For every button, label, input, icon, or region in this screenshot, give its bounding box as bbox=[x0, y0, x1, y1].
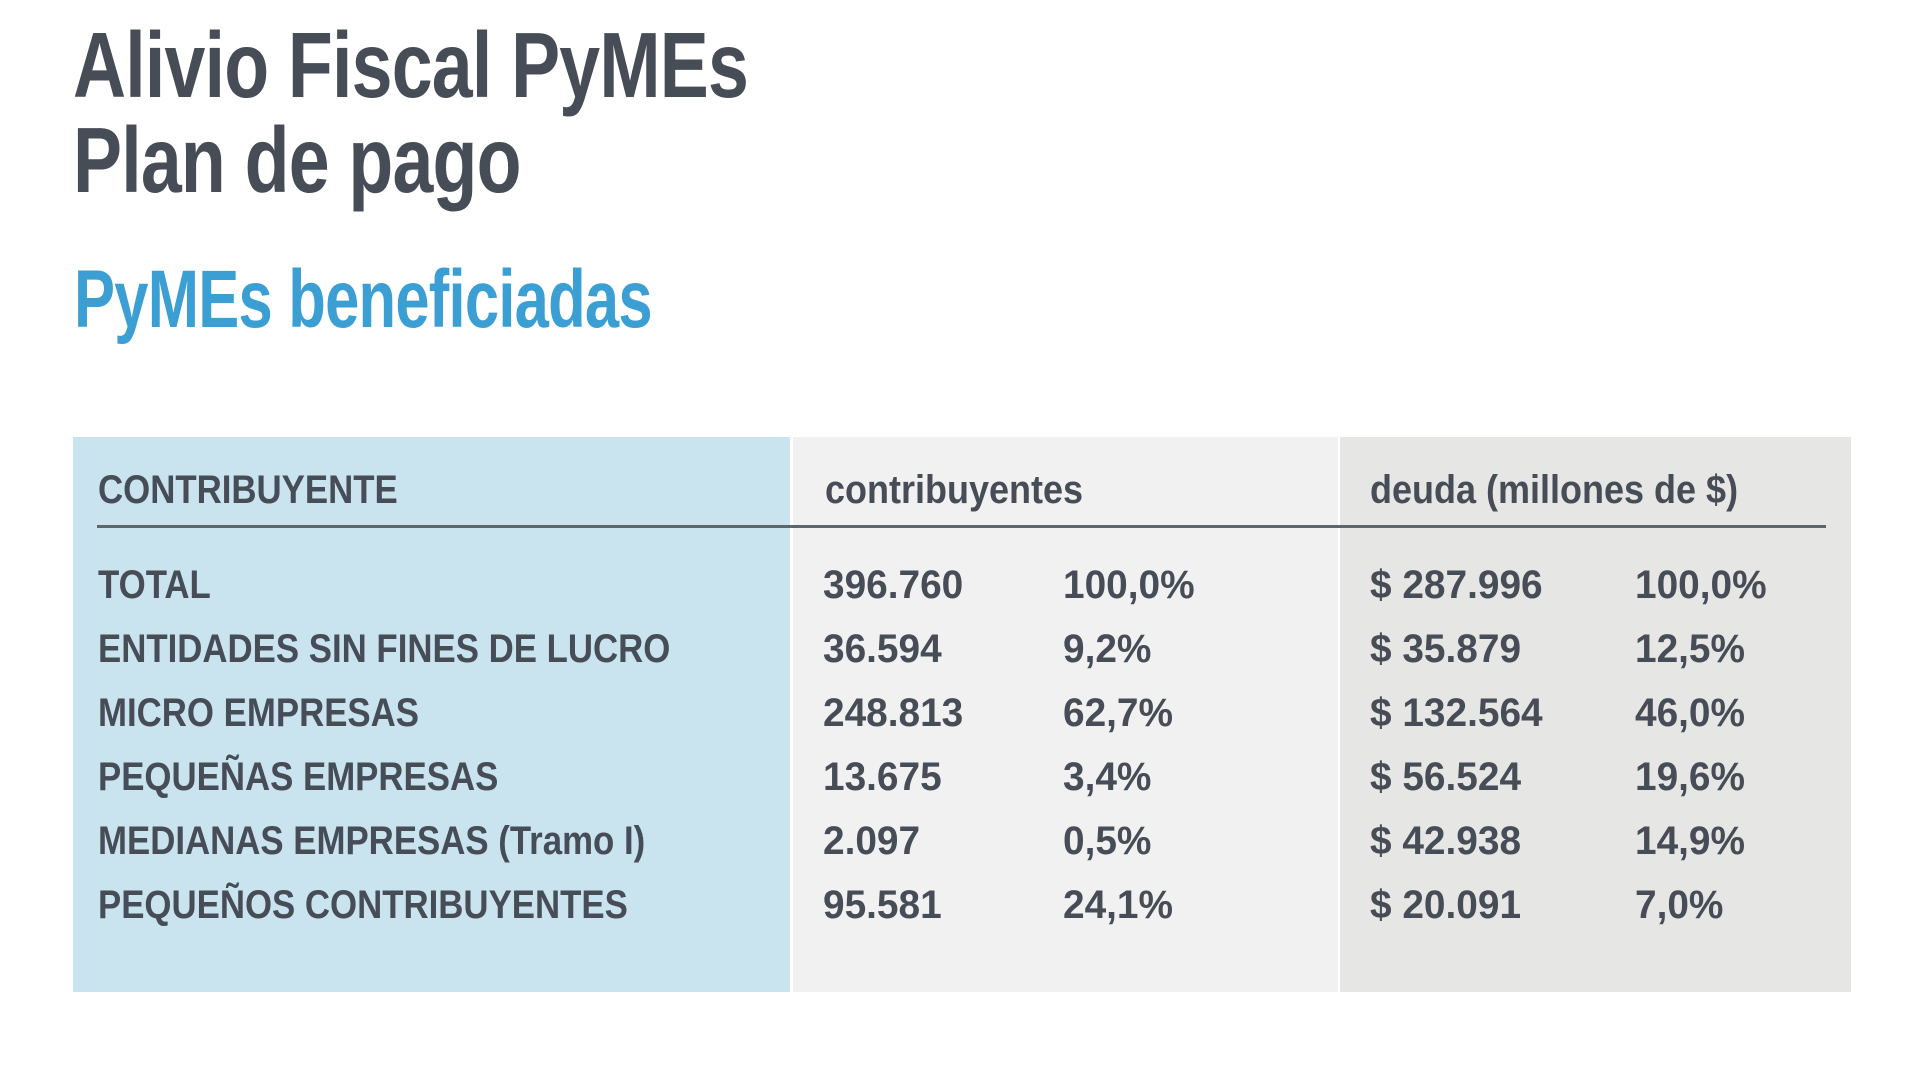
page-title: Alivio Fiscal PyMEs Plan de pago bbox=[73, 18, 928, 208]
row-label: MEDIANAS EMPRESAS (Tramo I) bbox=[98, 819, 646, 863]
header-contribuyentes: contribuyentes bbox=[825, 468, 1084, 512]
deuda-amount: $ 20.091 bbox=[1370, 883, 1522, 927]
table-body: TOTAL 396.760 100,0% $ 287.996 100,0% EN… bbox=[73, 553, 1851, 937]
header-contribuyente: CONTRIBUYENTE bbox=[98, 468, 398, 512]
table-row: PEQUEÑOS CONTRIBUYENTES 95.581 24,1% $ 2… bbox=[73, 873, 1851, 937]
contribuyentes-percent: 100,0% bbox=[1063, 563, 1195, 607]
table-row: MEDIANAS EMPRESAS (Tramo I) 2.097 0,5% $… bbox=[73, 809, 1851, 873]
contribuyentes-count: 13.675 bbox=[823, 755, 942, 799]
page-subtitle: PyMEs beneficiadas bbox=[74, 254, 653, 345]
contribuyentes-percent: 3,4% bbox=[1063, 755, 1152, 799]
column-bg-contribuyentes bbox=[793, 437, 1338, 992]
contribuyentes-count: 248.813 bbox=[823, 691, 964, 735]
deuda-amount: $ 56.524 bbox=[1370, 755, 1522, 799]
deuda-percent: 46,0% bbox=[1635, 691, 1746, 735]
row-label: ENTIDADES SIN FINES DE LUCRO bbox=[98, 627, 671, 671]
row-label: MICRO EMPRESAS bbox=[98, 691, 419, 735]
contribuyentes-count: 396.760 bbox=[823, 563, 964, 607]
deuda-percent: 14,9% bbox=[1635, 819, 1746, 863]
row-label: PEQUEÑAS EMPRESAS bbox=[98, 755, 499, 799]
deuda-amount: $ 132.564 bbox=[1370, 691, 1543, 735]
contribuyentes-count: 2.097 bbox=[823, 819, 921, 863]
deuda-percent: 19,6% bbox=[1635, 755, 1746, 799]
table-row: TOTAL 396.760 100,0% $ 287.996 100,0% bbox=[73, 553, 1851, 617]
column-bg-contribuyente bbox=[73, 437, 790, 992]
contribuyentes-percent: 62,7% bbox=[1063, 691, 1174, 735]
column-bg-deuda bbox=[1340, 437, 1851, 992]
deuda-percent: 100,0% bbox=[1635, 563, 1767, 607]
row-label: TOTAL bbox=[98, 563, 211, 607]
row-label: PEQUEÑOS CONTRIBUYENTES bbox=[98, 883, 628, 927]
deuda-amount: $ 287.996 bbox=[1370, 563, 1543, 607]
table-row: PEQUEÑAS EMPRESAS 13.675 3,4% $ 56.524 1… bbox=[73, 745, 1851, 809]
table-header-row: CONTRIBUYENTE contribuyentes deuda (mill… bbox=[73, 470, 1851, 510]
deuda-percent: 12,5% bbox=[1635, 627, 1746, 671]
deuda-amount: $ 42.938 bbox=[1370, 819, 1522, 863]
table-row: ENTIDADES SIN FINES DE LUCRO 36.594 9,2%… bbox=[73, 617, 1851, 681]
contribuyentes-count: 95.581 bbox=[823, 883, 942, 927]
page-title-line1: Alivio Fiscal PyMEs bbox=[73, 13, 749, 117]
beneficiaries-table: CONTRIBUYENTE contribuyentes deuda (mill… bbox=[73, 437, 1851, 992]
contribuyentes-percent: 24,1% bbox=[1063, 883, 1174, 927]
deuda-percent: 7,0% bbox=[1635, 883, 1724, 927]
header-divider-line bbox=[97, 525, 1826, 528]
contribuyentes-percent: 0,5% bbox=[1063, 819, 1152, 863]
header-deuda: deuda (millones de $) bbox=[1370, 468, 1739, 512]
table-row: MICRO EMPRESAS 248.813 62,7% $ 132.564 4… bbox=[73, 681, 1851, 745]
contribuyentes-count: 36.594 bbox=[823, 627, 942, 671]
deuda-amount: $ 35.879 bbox=[1370, 627, 1522, 671]
page-title-line2: Plan de pago bbox=[73, 108, 522, 212]
contribuyentes-percent: 9,2% bbox=[1063, 627, 1152, 671]
